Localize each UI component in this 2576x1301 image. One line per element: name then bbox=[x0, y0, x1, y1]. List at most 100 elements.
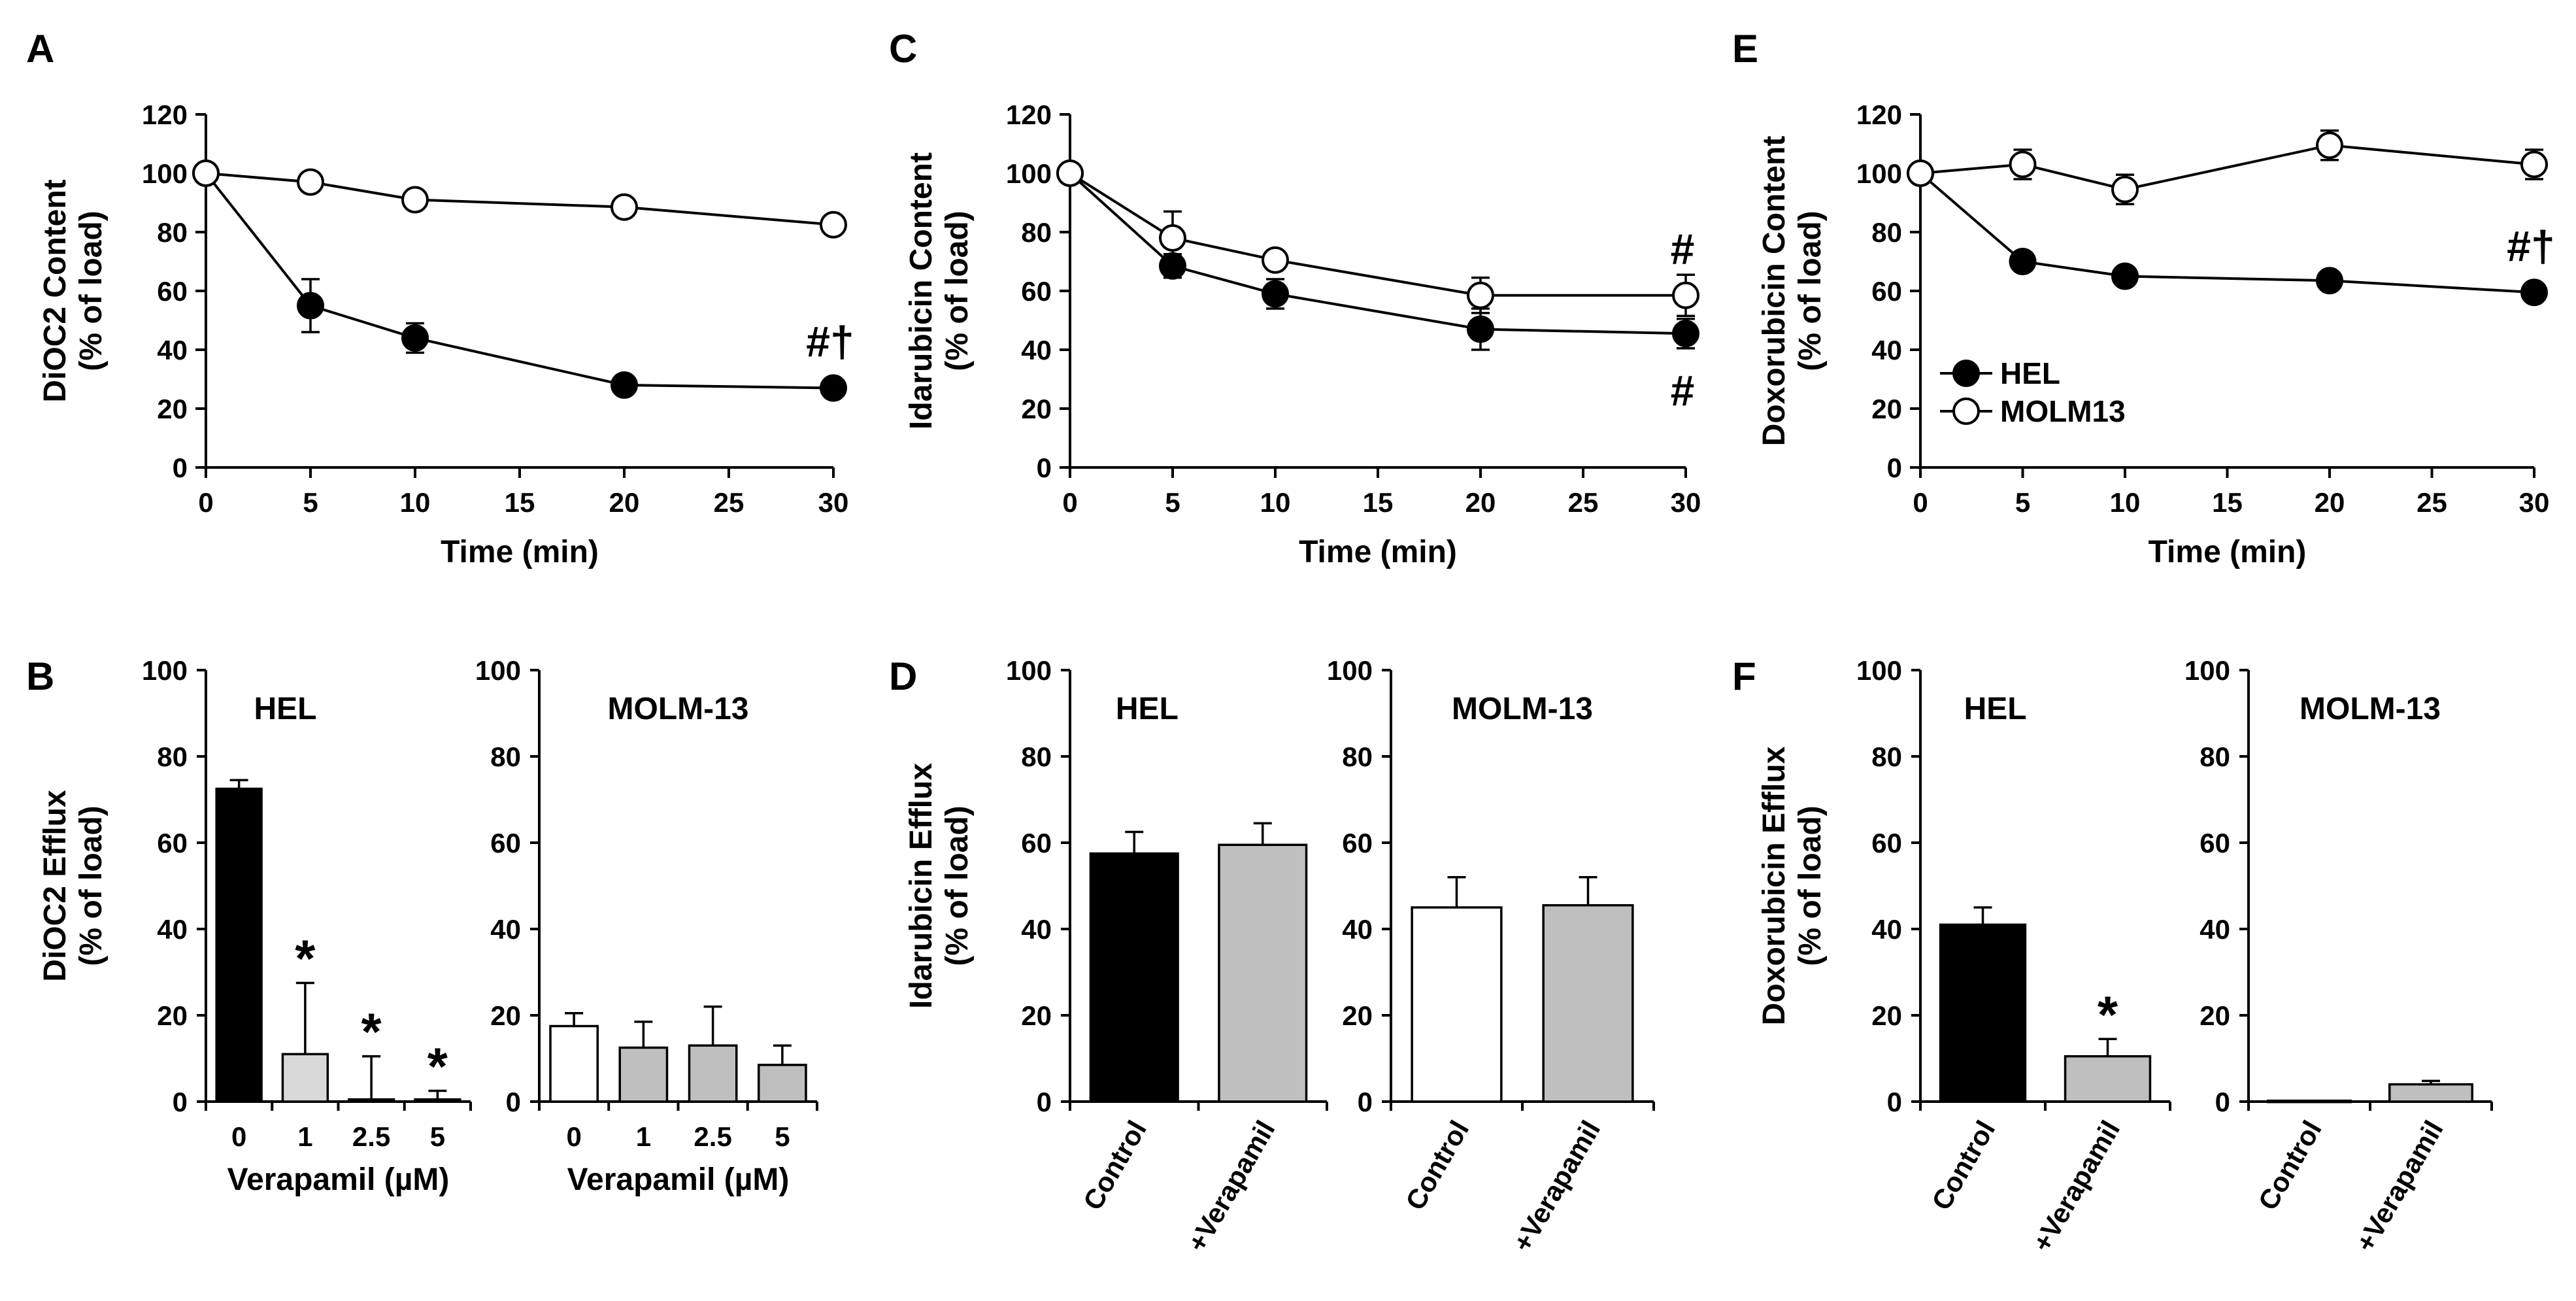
x-axis-label: Verapamil (µM) bbox=[567, 1162, 790, 1197]
chart-F2: 0 20 40 60 80 100 Control +Verapamil MOLM-13 bbox=[2184, 655, 2493, 1257]
y-tick-label: 100 bbox=[142, 158, 188, 189]
bar-+Verapamil bbox=[1218, 843, 1308, 1103]
y-tick-label: 60 bbox=[157, 828, 188, 858]
legend-marker-HEL bbox=[1952, 360, 1980, 387]
panel-label: B bbox=[26, 654, 54, 698]
y-tick-label: 80 bbox=[157, 741, 188, 772]
x-tick-label: +Verapamil bbox=[2350, 1115, 2449, 1257]
bar-Control bbox=[1411, 906, 1503, 1103]
y-axis-label: (% of load) bbox=[940, 211, 975, 371]
y-tick-label: 80 bbox=[1021, 217, 1052, 248]
significance-mark: #† bbox=[2507, 222, 2554, 270]
y-tick-label: 80 bbox=[2200, 741, 2230, 772]
data-point-HEL bbox=[1467, 315, 1494, 343]
y-tick-label: 80 bbox=[1342, 741, 1373, 772]
bar-1 bbox=[618, 1046, 669, 1103]
y-tick-label: 20 bbox=[490, 1000, 521, 1031]
data-point-MOLM13 bbox=[1907, 160, 1934, 187]
x-tick-label: 2.5 bbox=[694, 1121, 731, 1152]
bar-1 bbox=[281, 1053, 329, 1103]
bar-+Verapamil bbox=[2064, 1055, 2152, 1103]
x-tick-label: 10 bbox=[1260, 487, 1291, 518]
bar-Control bbox=[1089, 852, 1179, 1103]
y-axis-label: Idarubicin Content bbox=[904, 152, 939, 430]
x-tick-label: 5 bbox=[1165, 487, 1180, 518]
bar-5 bbox=[414, 1098, 461, 1103]
data-point-MOLM13 bbox=[611, 193, 638, 221]
y-tick-label: 60 bbox=[1871, 276, 1902, 307]
x-tick-label: 25 bbox=[2417, 487, 2447, 518]
y-tick-label: 40 bbox=[1871, 914, 1902, 945]
x-tick-label: 30 bbox=[818, 487, 849, 518]
x-tick-label: Control bbox=[1077, 1115, 1152, 1215]
y-tick-label: 40 bbox=[490, 914, 521, 945]
significance-star: * bbox=[427, 1038, 448, 1096]
x-tick-label: 1 bbox=[636, 1121, 651, 1152]
x-tick-label: +Verapamil bbox=[1507, 1115, 1606, 1257]
legend-label: HEL bbox=[2000, 356, 2060, 390]
y-axis-label: (% of load) bbox=[1793, 805, 1828, 966]
y-tick-label: 0 bbox=[1887, 452, 1902, 483]
panel-label: F bbox=[1732, 654, 1756, 698]
data-point-MOLM13 bbox=[1262, 246, 1289, 274]
data-point-MOLM13 bbox=[401, 186, 429, 214]
series-line-HEL bbox=[1069, 172, 1686, 335]
y-tick-label: 0 bbox=[173, 452, 188, 483]
x-tick-label: 25 bbox=[1568, 487, 1599, 518]
bar-5 bbox=[758, 1064, 807, 1103]
y-axis-label: DiOC2 Content bbox=[38, 179, 73, 402]
y-tick-label: 80 bbox=[1871, 741, 1902, 772]
y-axis-label: (% of load) bbox=[940, 805, 975, 966]
y-tick-label: 100 bbox=[1856, 158, 1902, 189]
y-tick-label: 0 bbox=[1887, 1087, 1902, 1117]
y-tick-label: 80 bbox=[157, 217, 188, 248]
x-tick-label: 0 bbox=[566, 1121, 581, 1152]
x-tick-label: +Verapamil bbox=[2026, 1115, 2126, 1257]
y-tick-label: 20 bbox=[1342, 1000, 1373, 1031]
y-tick-label: 20 bbox=[157, 394, 188, 424]
significance-mark: # bbox=[1671, 225, 1695, 273]
y-tick-label: 100 bbox=[142, 655, 188, 686]
y-tick-label: 40 bbox=[1021, 335, 1052, 365]
data-point-HEL bbox=[2111, 262, 2139, 290]
y-tick-label: 60 bbox=[2200, 828, 2230, 858]
y-tick-label: 60 bbox=[1871, 828, 1902, 858]
y-tick-label: 40 bbox=[1342, 914, 1373, 945]
y-tick-label: 100 bbox=[1006, 655, 1052, 686]
chart-D2: 0 20 40 60 80 100 Control +Verapamil MOLM-13 bbox=[1327, 655, 1655, 1257]
series-line-HEL bbox=[205, 172, 834, 390]
panel-label: A bbox=[26, 27, 54, 71]
y-tick-label: 60 bbox=[1342, 828, 1373, 858]
y-tick-label: 0 bbox=[1358, 1087, 1373, 1117]
chart-title: MOLM-13 bbox=[1452, 692, 1593, 726]
bar-+Verapamil bbox=[1542, 904, 1634, 1103]
x-tick-label: 0 bbox=[231, 1121, 246, 1152]
y-tick-label: 60 bbox=[1021, 276, 1052, 307]
y-axis-label: Doxorubicin Efflux bbox=[1757, 746, 1792, 1025]
y-tick-label: 20 bbox=[2200, 1000, 2230, 1031]
x-tick-label: Control bbox=[2252, 1115, 2327, 1215]
x-tick-label: 20 bbox=[2315, 487, 2345, 518]
x-tick-label: 10 bbox=[400, 487, 431, 518]
data-point-MOLM13 bbox=[2316, 131, 2343, 160]
x-tick-label: 5 bbox=[303, 487, 318, 518]
chart-title: HEL bbox=[254, 692, 317, 726]
data-point-HEL bbox=[611, 371, 638, 399]
y-tick-label: 60 bbox=[490, 828, 521, 858]
x-tick-label: 2.5 bbox=[352, 1121, 390, 1152]
chart-title: MOLM-13 bbox=[2300, 692, 2441, 726]
panel-label: C bbox=[889, 27, 917, 71]
y-tick-label: 20 bbox=[1021, 1000, 1052, 1031]
x-tick-label: 0 bbox=[198, 487, 213, 518]
data-point-HEL bbox=[297, 292, 324, 320]
x-axis-label: Time (min) bbox=[2149, 535, 2307, 569]
x-axis-label: Time (min) bbox=[441, 535, 599, 569]
bar-0 bbox=[215, 787, 263, 1103]
significance-star: * bbox=[361, 1003, 382, 1061]
x-tick-label: Control bbox=[1926, 1115, 2001, 1215]
data-point-MOLM13 bbox=[2009, 150, 2037, 178]
x-tick-label: 25 bbox=[714, 487, 744, 518]
chart-title: MOLM-13 bbox=[608, 692, 749, 726]
